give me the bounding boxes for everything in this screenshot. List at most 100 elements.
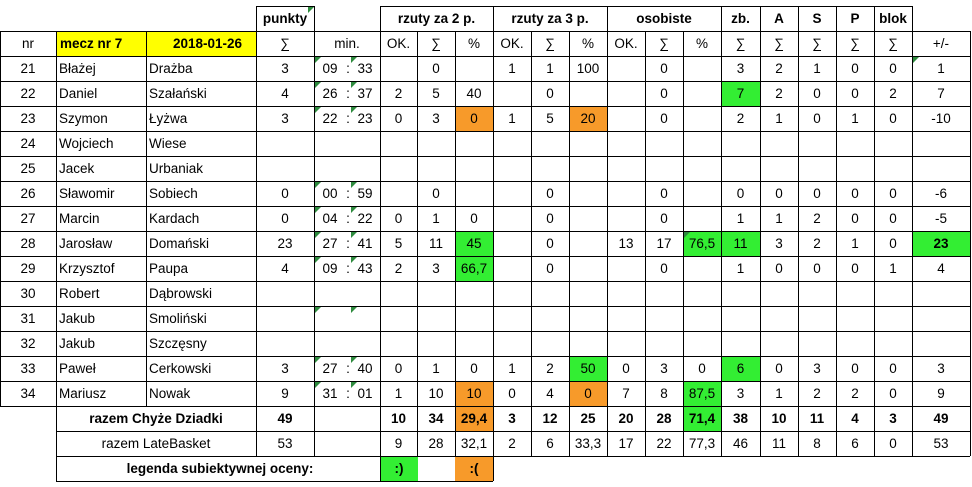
stat-three-sum: 0 xyxy=(546,186,554,201)
grid-line xyxy=(721,6,722,31)
stat-reb xyxy=(721,331,760,356)
stat-ft-sum: 0 xyxy=(660,111,668,126)
stat-stl xyxy=(798,281,836,306)
stat-ft-pct xyxy=(683,106,721,131)
total-reb: 46 xyxy=(732,436,749,451)
player-last-name: Łyżwa xyxy=(149,111,188,126)
subheader-two-ok: OK. xyxy=(386,36,411,51)
stat-three-pct xyxy=(569,206,607,231)
grid-line xyxy=(912,406,913,456)
total-three-pct: 25 xyxy=(580,411,596,426)
stat-two-ok: 1 xyxy=(394,386,403,401)
subheader-two-pct: % xyxy=(467,36,480,51)
grid-line xyxy=(314,6,315,31)
stat-blk xyxy=(874,156,912,181)
stat-stl: 2 xyxy=(813,236,821,251)
stat-two-sum: 10 xyxy=(428,386,444,401)
header-three-pointers: rzuty za 3 p. xyxy=(511,11,589,26)
comment-marker-icon xyxy=(351,357,357,363)
stat-pts: 3 xyxy=(281,111,289,126)
stat-reb: 3 xyxy=(736,386,745,401)
player-nr: 31 xyxy=(20,311,36,326)
stat-three-pct xyxy=(569,131,607,156)
total-reb: 38 xyxy=(732,411,749,426)
stat-two-pct xyxy=(455,306,493,331)
comment-marker-icon xyxy=(315,232,321,238)
stat-three-pct: 20 xyxy=(569,106,607,131)
match-date: 2018-01-26 xyxy=(172,36,242,51)
header-to: P xyxy=(850,11,860,26)
stat-pts: 23 xyxy=(277,236,293,251)
subheader-to: ∑ xyxy=(850,36,860,51)
grid-line xyxy=(607,406,608,456)
minutes-separator: : xyxy=(346,236,350,251)
seconds-value: 23 xyxy=(357,111,373,126)
stat-three-sum xyxy=(531,331,569,356)
comment-marker-icon xyxy=(351,207,357,213)
grid-line xyxy=(256,6,314,7)
minutes-value: 09 xyxy=(322,261,338,276)
player-nr: 26 xyxy=(20,186,36,201)
grid-line xyxy=(970,31,971,406)
stat-two-ok xyxy=(380,131,417,156)
stat-three-pct xyxy=(569,281,607,306)
grid-line xyxy=(256,6,257,31)
stat-pm: -10 xyxy=(931,111,951,126)
player-last-name: Kardach xyxy=(149,211,200,226)
stat-ft-sum: 0 xyxy=(660,261,668,276)
totals-label: razem LateBasket xyxy=(101,436,211,451)
grid-line xyxy=(56,481,380,482)
stat-three-pct: 50 xyxy=(569,356,607,381)
grid-line xyxy=(0,306,970,307)
player-first-name: Krzysztof xyxy=(59,261,115,276)
grid-line xyxy=(493,406,494,456)
total-ft-ok: 20 xyxy=(618,411,634,426)
grid-line xyxy=(683,31,684,406)
header-ast: A xyxy=(774,11,784,26)
stat-ast xyxy=(760,331,798,356)
stat-ft-pct xyxy=(683,331,721,356)
total-ast: 11 xyxy=(771,436,786,451)
stat-blk: 0 xyxy=(889,111,897,126)
stat-two-ok xyxy=(380,306,417,331)
stat-reb xyxy=(721,131,760,156)
comment-marker-icon xyxy=(351,182,357,188)
header-points: punkty xyxy=(262,11,308,26)
stat-to: 0 xyxy=(851,86,859,101)
stat-ft-sum: 8 xyxy=(660,386,668,401)
stat-ft-pct xyxy=(683,256,721,281)
grid-line xyxy=(721,406,722,456)
comment-marker-icon xyxy=(315,307,321,313)
stat-two-sum: 1 xyxy=(432,211,440,226)
seconds-value: 41 xyxy=(357,236,373,251)
grid-line xyxy=(836,6,837,31)
total-ft-sum: 22 xyxy=(656,436,672,451)
stat-ft-pct xyxy=(683,181,721,206)
total-to: 6 xyxy=(851,436,859,451)
stat-two-ok: 0 xyxy=(394,111,403,126)
stat-two-sum xyxy=(417,156,455,181)
subheader-ft-sum: ∑ xyxy=(659,36,669,51)
subheader-min: min. xyxy=(334,36,360,51)
stat-to: 0 xyxy=(851,186,859,201)
totals-label: razem Chyże Dziadki xyxy=(89,411,223,426)
player-first-name: Jakub xyxy=(59,336,96,351)
player-first-name: Daniel xyxy=(59,86,98,101)
stat-two-pct: 0 xyxy=(470,211,478,226)
minutes-value xyxy=(316,281,344,306)
minutes-value: 04 xyxy=(322,211,338,226)
grid-line xyxy=(607,31,608,406)
stat-blk: 0 xyxy=(889,211,897,226)
stat-reb: 11 xyxy=(721,231,760,256)
stat-pm xyxy=(912,331,970,356)
player-nr: 24 xyxy=(20,136,36,151)
minutes-value: 22 xyxy=(322,111,338,126)
comment-marker-icon xyxy=(315,357,321,363)
grid-line xyxy=(0,106,970,107)
stat-three-sum: 0 xyxy=(546,86,554,101)
minutes-value: 27 xyxy=(322,236,338,251)
player-first-name: Wojciech xyxy=(59,136,114,151)
total-three-pct: 33,3 xyxy=(574,436,602,451)
stat-ft-pct xyxy=(683,56,721,81)
stat-ft-ok xyxy=(607,106,645,131)
